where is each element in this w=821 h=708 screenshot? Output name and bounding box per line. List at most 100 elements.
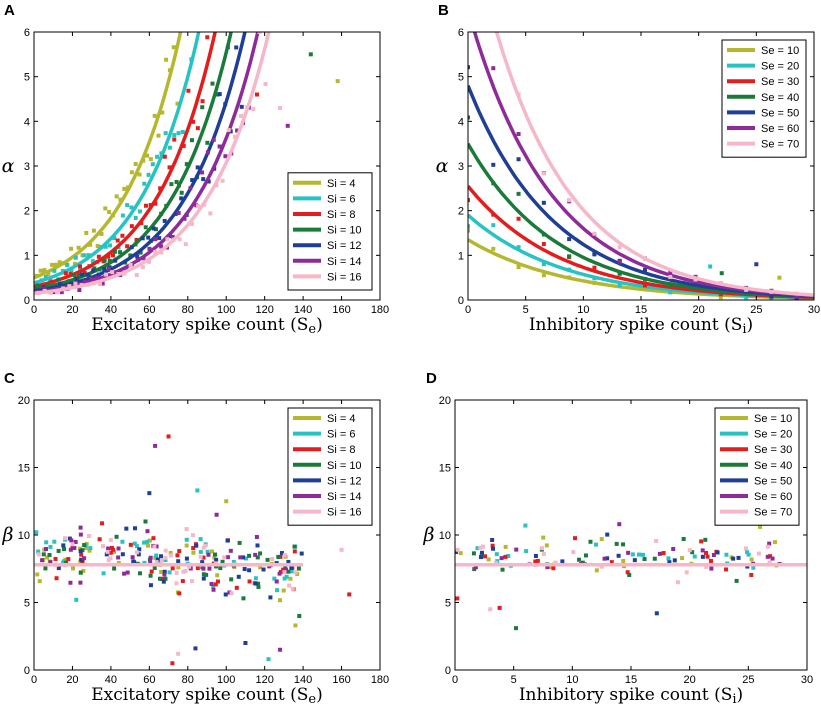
data-point bbox=[278, 554, 283, 559]
data-point bbox=[215, 92, 220, 97]
data-point bbox=[621, 558, 626, 563]
data-point bbox=[148, 573, 153, 578]
data-point bbox=[253, 552, 258, 557]
plot-area bbox=[34, 434, 352, 666]
y-axis-label: α bbox=[2, 155, 15, 177]
y-tick-label: 10 bbox=[439, 530, 451, 542]
data-point bbox=[251, 107, 256, 112]
x-tick-label: 0 bbox=[465, 304, 471, 316]
data-point bbox=[175, 553, 180, 558]
legend-label: Se = 10 bbox=[754, 413, 792, 425]
legend-label: Si = 16 bbox=[327, 271, 362, 283]
data-point bbox=[134, 237, 139, 242]
data-point bbox=[279, 551, 284, 556]
data-point bbox=[217, 144, 222, 149]
data-point bbox=[140, 236, 145, 241]
data-point bbox=[455, 596, 460, 601]
data-point bbox=[289, 569, 294, 574]
data-point bbox=[69, 246, 74, 251]
data-point bbox=[56, 548, 61, 553]
data-point bbox=[592, 280, 597, 285]
data-point bbox=[129, 170, 134, 175]
y-tick-label: 6 bbox=[458, 27, 464, 39]
plot-frame bbox=[33, 31, 381, 301]
data-point bbox=[176, 651, 181, 656]
data-point bbox=[186, 88, 191, 93]
data-point bbox=[174, 581, 179, 586]
data-point bbox=[176, 559, 181, 564]
data-point bbox=[133, 242, 138, 247]
data-point bbox=[514, 547, 519, 552]
data-point bbox=[567, 254, 572, 259]
data-point bbox=[153, 249, 158, 254]
x-tick-label: 80 bbox=[182, 674, 194, 686]
plot-frame bbox=[454, 399, 808, 671]
data-point bbox=[167, 145, 172, 150]
data-point bbox=[286, 569, 291, 574]
data-point bbox=[116, 272, 121, 277]
data-point bbox=[152, 544, 157, 549]
data-point bbox=[224, 499, 229, 504]
data-point bbox=[124, 266, 129, 271]
data-point bbox=[184, 527, 189, 532]
data-point bbox=[258, 565, 263, 570]
data-point bbox=[114, 194, 119, 199]
legend-label: Se = 30 bbox=[761, 76, 799, 88]
data-point bbox=[478, 545, 483, 550]
data-point bbox=[668, 283, 673, 288]
data-point bbox=[156, 133, 161, 138]
legend-label: Si = 12 bbox=[327, 475, 362, 487]
data-point bbox=[630, 552, 635, 557]
data-point bbox=[118, 197, 123, 202]
data-point bbox=[261, 567, 266, 572]
legend-label: Se = 30 bbox=[754, 444, 792, 456]
data-point bbox=[36, 290, 41, 295]
data-point bbox=[491, 246, 496, 251]
data-point bbox=[215, 573, 220, 578]
data-point bbox=[213, 552, 218, 557]
data-point bbox=[481, 544, 486, 549]
data-point bbox=[145, 543, 150, 548]
data-point bbox=[516, 191, 521, 196]
data-point bbox=[159, 554, 164, 559]
data-point bbox=[148, 203, 153, 208]
data-point bbox=[705, 554, 710, 559]
y-tick-label: 6 bbox=[24, 27, 30, 39]
data-point bbox=[63, 271, 68, 276]
data-point bbox=[53, 556, 58, 561]
legend-label: Si = 6 bbox=[327, 193, 355, 205]
data-point bbox=[88, 242, 93, 247]
legend-label: Si = 12 bbox=[327, 240, 362, 252]
panel-letter: A bbox=[4, 2, 15, 19]
data-point bbox=[745, 564, 750, 569]
data-point bbox=[168, 550, 173, 555]
data-point bbox=[668, 290, 673, 295]
data-point bbox=[516, 92, 521, 97]
data-point bbox=[709, 566, 714, 571]
data-point bbox=[749, 572, 754, 577]
data-point bbox=[617, 259, 622, 264]
data-point bbox=[116, 546, 121, 551]
data-point bbox=[115, 238, 120, 243]
y-tick-label: 5 bbox=[445, 598, 451, 610]
data-point bbox=[189, 579, 194, 584]
data-point bbox=[35, 572, 40, 577]
data-point bbox=[256, 584, 261, 589]
data-point bbox=[292, 549, 297, 554]
data-point bbox=[176, 565, 181, 570]
x-tick-label: 15 bbox=[625, 674, 637, 686]
data-point bbox=[544, 543, 549, 548]
data-point bbox=[687, 548, 692, 553]
data-point bbox=[242, 567, 247, 572]
data-point bbox=[191, 546, 196, 551]
data-point bbox=[503, 554, 508, 559]
data-point bbox=[247, 553, 252, 558]
data-point bbox=[190, 178, 195, 183]
data-point bbox=[148, 583, 153, 588]
data-point bbox=[196, 204, 201, 209]
data-point bbox=[168, 234, 173, 239]
fit-curve bbox=[494, 32, 814, 297]
y-tick-label: 0 bbox=[458, 295, 464, 307]
data-point bbox=[767, 560, 772, 565]
data-point bbox=[155, 557, 160, 562]
